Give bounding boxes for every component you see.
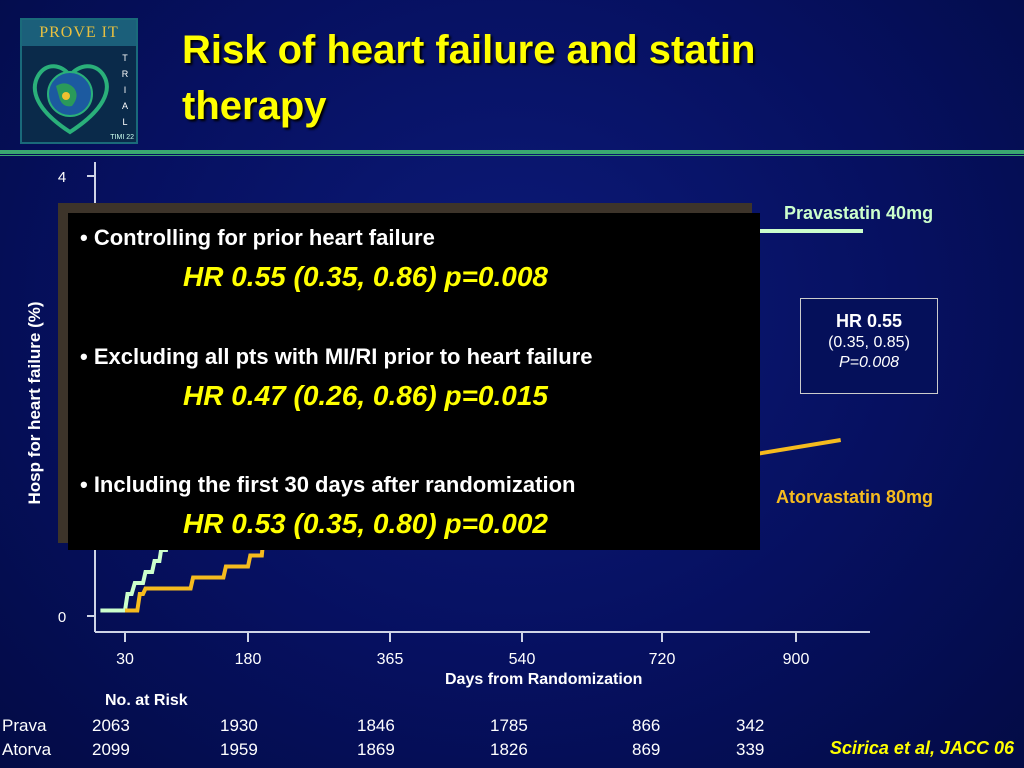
x-tick-label: 30 [116, 651, 134, 668]
y-tick-label: 4 [58, 169, 66, 186]
x-tick-label: 540 [509, 651, 536, 668]
hr-ci: (0.35, 0.85) [828, 334, 910, 351]
x-tick-label: 180 [235, 651, 262, 668]
overlay-item-1: • Controlling for prior heart failure [80, 225, 435, 250]
y-tick-label: 0 [58, 609, 66, 626]
risk-row-label: Atorva [2, 740, 52, 759]
legend-atorvastatin: Atorvastatin 80mg [776, 487, 934, 507]
overlay-hr-3: HR 0.53 (0.35, 0.80) p=0.002 [183, 508, 548, 539]
x-axis-label: Days from Randomization [445, 671, 643, 688]
risk-cell: 1930 [220, 716, 258, 735]
risk-table-title: No. at Risk [105, 692, 188, 709]
title-divider-thin [0, 155, 1024, 156]
risk-row-prava: Prava 2063 1930 1846 1785 866 342 [0, 716, 780, 738]
x-tick-label: 900 [783, 651, 810, 668]
slide-title: Risk of heart failure and statin therapy [182, 28, 756, 128]
overlay-item-2: • Excluding all pts with MI/RI prior to … [80, 344, 593, 369]
logo-top-text: PROVE IT [22, 20, 136, 46]
hr-p-value: P=0.008 [838, 354, 900, 371]
risk-cell: 869 [632, 740, 661, 759]
risk-cell: 339 [736, 740, 765, 759]
heart-globe-icon [32, 64, 109, 135]
overlay-hr-2: HR 0.47 (0.26, 0.86) p=0.015 [183, 380, 548, 411]
risk-row-atorva: Atorva 2099 1959 1869 1826 869 339 [0, 740, 780, 762]
x-tick-label: 365 [377, 651, 404, 668]
legend-pravastatin: Pravastatin 40mg [784, 203, 934, 223]
logo-side-letters: T R I A L [121, 53, 129, 127]
risk-row-label: Prava [2, 716, 47, 735]
y-axis-label: Hosp for heart failure (%) [25, 301, 44, 505]
hr-box: HR 0.55 (0.35, 0.85) P=0.008 [800, 298, 938, 394]
overlay-hr-1: HR 0.55 (0.35, 0.86) p=0.008 [183, 261, 548, 292]
risk-cell: 1846 [357, 716, 395, 735]
risk-cell: 2063 [92, 716, 130, 735]
hr-value: HR 0.55 [835, 311, 903, 331]
prove-it-logo: PROVE IT T R I A L TIMI 22 [20, 18, 138, 144]
logo-bottom-text: TIMI 22 [110, 134, 134, 141]
risk-cell: 1785 [490, 716, 528, 735]
risk-cell: 2099 [92, 740, 130, 759]
title-divider [0, 150, 1024, 154]
sensitivity-overlay: • Controlling for prior heart failure HR… [68, 213, 760, 550]
risk-cell: 866 [632, 716, 661, 735]
risk-cell: 342 [736, 716, 765, 735]
risk-cell: 1869 [357, 740, 395, 759]
risk-cell: 1959 [220, 740, 258, 759]
risk-cell: 1826 [490, 740, 528, 759]
overlay-item-3: • Including the first 30 days after rand… [80, 472, 576, 497]
x-tick-label: 720 [649, 651, 676, 668]
citation: Scirica et al, JACC 06 [829, 738, 1014, 758]
